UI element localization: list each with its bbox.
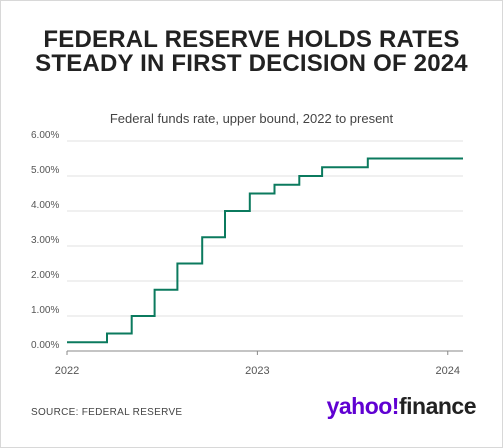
x-tick-label: 2022 (55, 365, 79, 377)
source-note: SOURCE: FEDERAL RESERVE (31, 407, 183, 418)
grid-lines (66, 140, 463, 355)
y-tick-label: 4.00% (31, 200, 59, 211)
series-line (67, 157, 463, 344)
series-group (67, 157, 463, 344)
x-tick-label: 2023 (245, 365, 269, 377)
y-tick-label: 5.00% (31, 165, 59, 176)
y-tick-label: 6.00% (31, 130, 59, 141)
y-tick-label: 0.00% (31, 340, 59, 351)
chart-title: FEDERAL RESERVE HOLDS RATES STEADY IN FI… (35, 26, 468, 77)
yahoo-finance-logo: yahoo!finance (326, 393, 477, 420)
y-tick-label: 2.00% (31, 270, 59, 281)
x-axis-labels: 2022 2023 2024 (55, 365, 460, 377)
y-tick-label: 1.00% (31, 305, 59, 316)
chart-subtitle: Federal funds rate, upper bound, 2022 to… (109, 111, 394, 126)
logo-finance: finance (398, 393, 477, 419)
x-tick-label: 2024 (436, 365, 460, 377)
y-axis-labels: 0.00% 1.00% 2.00% 3.00% 4.00% 5.00% 6.00% (31, 130, 59, 351)
logo-yahoo: yahoo! (326, 393, 400, 419)
y-tick-label: 3.00% (31, 235, 59, 246)
